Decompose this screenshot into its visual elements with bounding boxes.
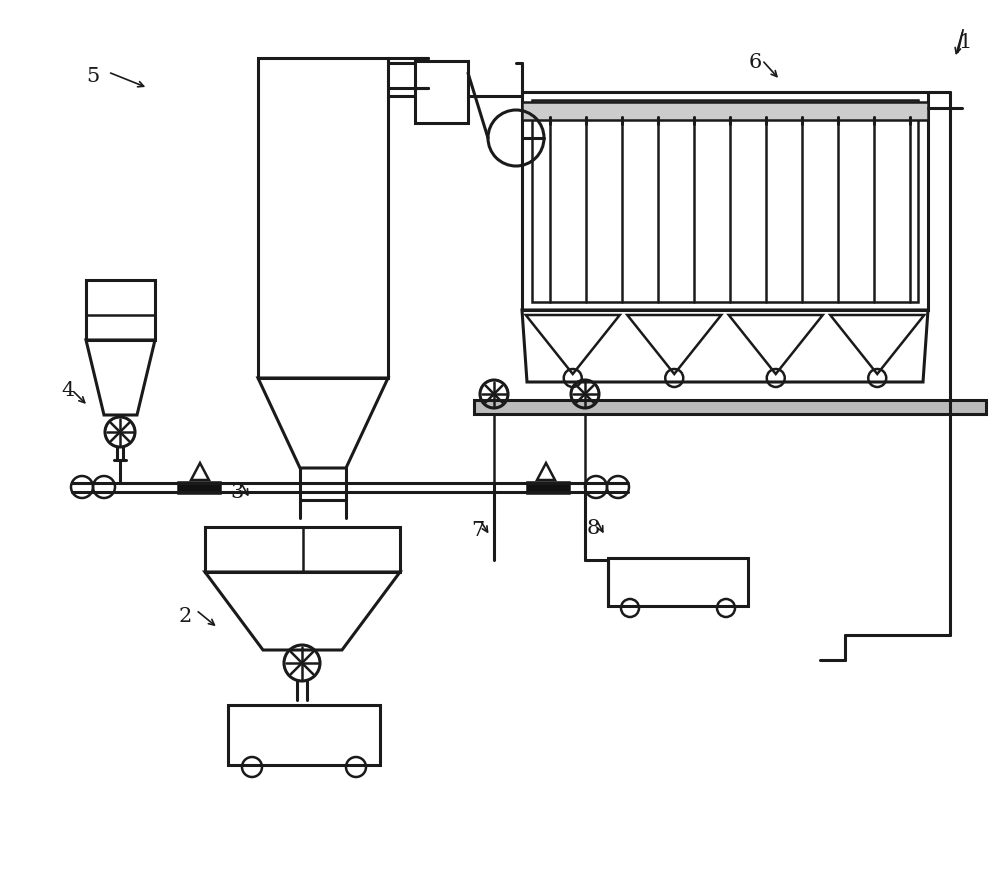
Bar	[228, 705, 380, 765]
Bar	[258, 58, 388, 378]
Bar	[415, 61, 468, 123]
Bar	[474, 400, 986, 414]
Bar	[178, 482, 220, 493]
Bar	[205, 527, 400, 572]
Bar	[522, 92, 928, 310]
Text: 6: 6	[748, 52, 762, 72]
Text: 7: 7	[471, 520, 485, 540]
Bar	[527, 482, 569, 493]
Bar	[522, 102, 928, 120]
Text: 4: 4	[61, 381, 75, 400]
Text: 8: 8	[586, 519, 600, 538]
Text: 3: 3	[230, 483, 244, 501]
Text: 2: 2	[178, 608, 192, 627]
Text: 5: 5	[86, 67, 100, 86]
Bar	[608, 558, 748, 606]
Bar	[532, 100, 918, 302]
Bar	[86, 280, 155, 340]
Text: 1: 1	[958, 32, 972, 52]
